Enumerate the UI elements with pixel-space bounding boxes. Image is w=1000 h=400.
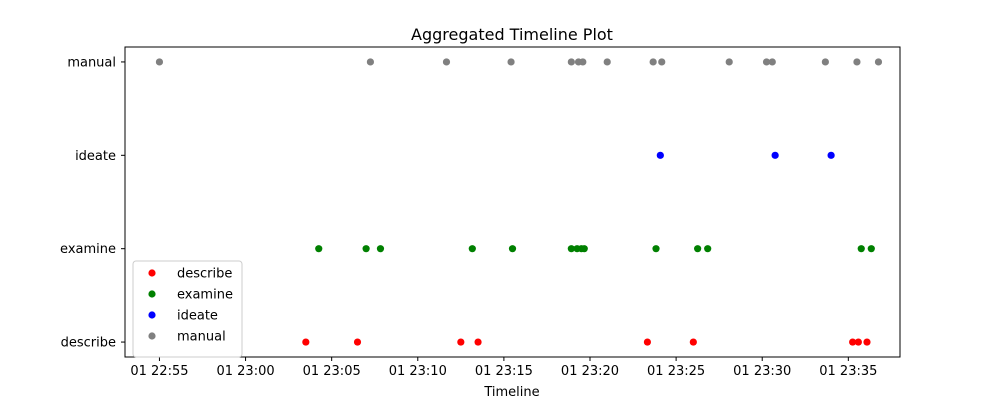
data-point-manual — [853, 58, 861, 66]
x-axis-label: Timeline — [483, 385, 539, 400]
data-point-examine — [580, 245, 588, 253]
x-tick-label: 01 22:55 — [130, 364, 188, 379]
data-point-examine — [867, 245, 875, 253]
data-point-examine — [362, 245, 370, 253]
chart-title: Aggregated Timeline Plot — [411, 25, 613, 44]
x-tick-label: 01 23:10 — [389, 364, 447, 379]
data-point-manual — [821, 58, 829, 66]
x-tick-label: 01 23:05 — [303, 364, 361, 379]
data-point-examine — [694, 245, 702, 253]
data-point-ideate — [827, 151, 835, 159]
data-point-examine — [376, 245, 385, 253]
data-point-manual — [649, 58, 657, 66]
data-point-manual — [567, 58, 575, 66]
legend-marker-manual — [148, 332, 156, 340]
data-point-ideate — [771, 151, 779, 159]
data-point-describe — [643, 338, 652, 346]
data-point-describe — [457, 338, 465, 346]
data-point-examine — [652, 245, 660, 253]
x-tick-label: 01 23:20 — [561, 364, 619, 379]
data-point-manual — [725, 58, 733, 66]
data-point-manual — [579, 58, 587, 66]
data-point-examine — [704, 245, 712, 253]
data-point-manual — [507, 58, 515, 66]
y-tick-label: examine — [60, 242, 116, 257]
legend-label-ideate: ideate — [177, 309, 218, 324]
data-point-manual — [658, 58, 666, 66]
legend-box — [132, 260, 243, 358]
x-tick-label: 01 23:30 — [733, 364, 791, 379]
plot-frame — [124, 46, 901, 358]
data-point-describe — [302, 338, 310, 346]
data-point-manual — [603, 58, 611, 66]
data-point-manual — [874, 58, 883, 66]
data-point-describe — [689, 338, 697, 346]
data-point-describe — [849, 338, 857, 346]
y-tick-label: describe — [61, 336, 116, 351]
data-point-describe — [353, 338, 362, 346]
data-point-examine — [857, 245, 865, 253]
legend: describe examine ideate manual — [132, 260, 243, 358]
data-point-describe — [863, 338, 871, 346]
y-tick-label: manual — [67, 55, 116, 70]
x-tick-label: 01 23:25 — [647, 364, 705, 379]
data-point-describe — [474, 338, 482, 346]
data-point-examine — [468, 245, 476, 253]
legend-label-describe: describe — [177, 267, 232, 282]
data-point-examine — [508, 245, 517, 253]
data-point-manual — [762, 58, 771, 66]
x-tick-label: 01 23:00 — [216, 364, 274, 379]
data-point-manual — [366, 58, 375, 66]
legend-marker-describe — [148, 269, 156, 277]
legend-label-manual: manual — [177, 330, 226, 345]
data-point-manual — [442, 58, 451, 66]
x-tick-label: 01 23:15 — [475, 364, 533, 379]
legend-marker-examine — [148, 290, 156, 298]
data-point-ideate — [656, 151, 664, 159]
data-point-examine — [315, 245, 323, 253]
data-point-manual — [768, 58, 776, 66]
legend-label-examine: examine — [177, 288, 233, 303]
x-tick-label: 01 23:35 — [819, 364, 877, 379]
data-point-examine — [567, 245, 575, 253]
legend-marker-ideate — [148, 311, 156, 319]
data-point-describe — [854, 338, 862, 346]
plot-area: 01 22:55 01 23:00 01 23:05 01 23:10 01 23:15… — [60, 46, 901, 379]
y-tick-label: ideate — [75, 149, 116, 164]
data-point-manual — [155, 58, 164, 66]
